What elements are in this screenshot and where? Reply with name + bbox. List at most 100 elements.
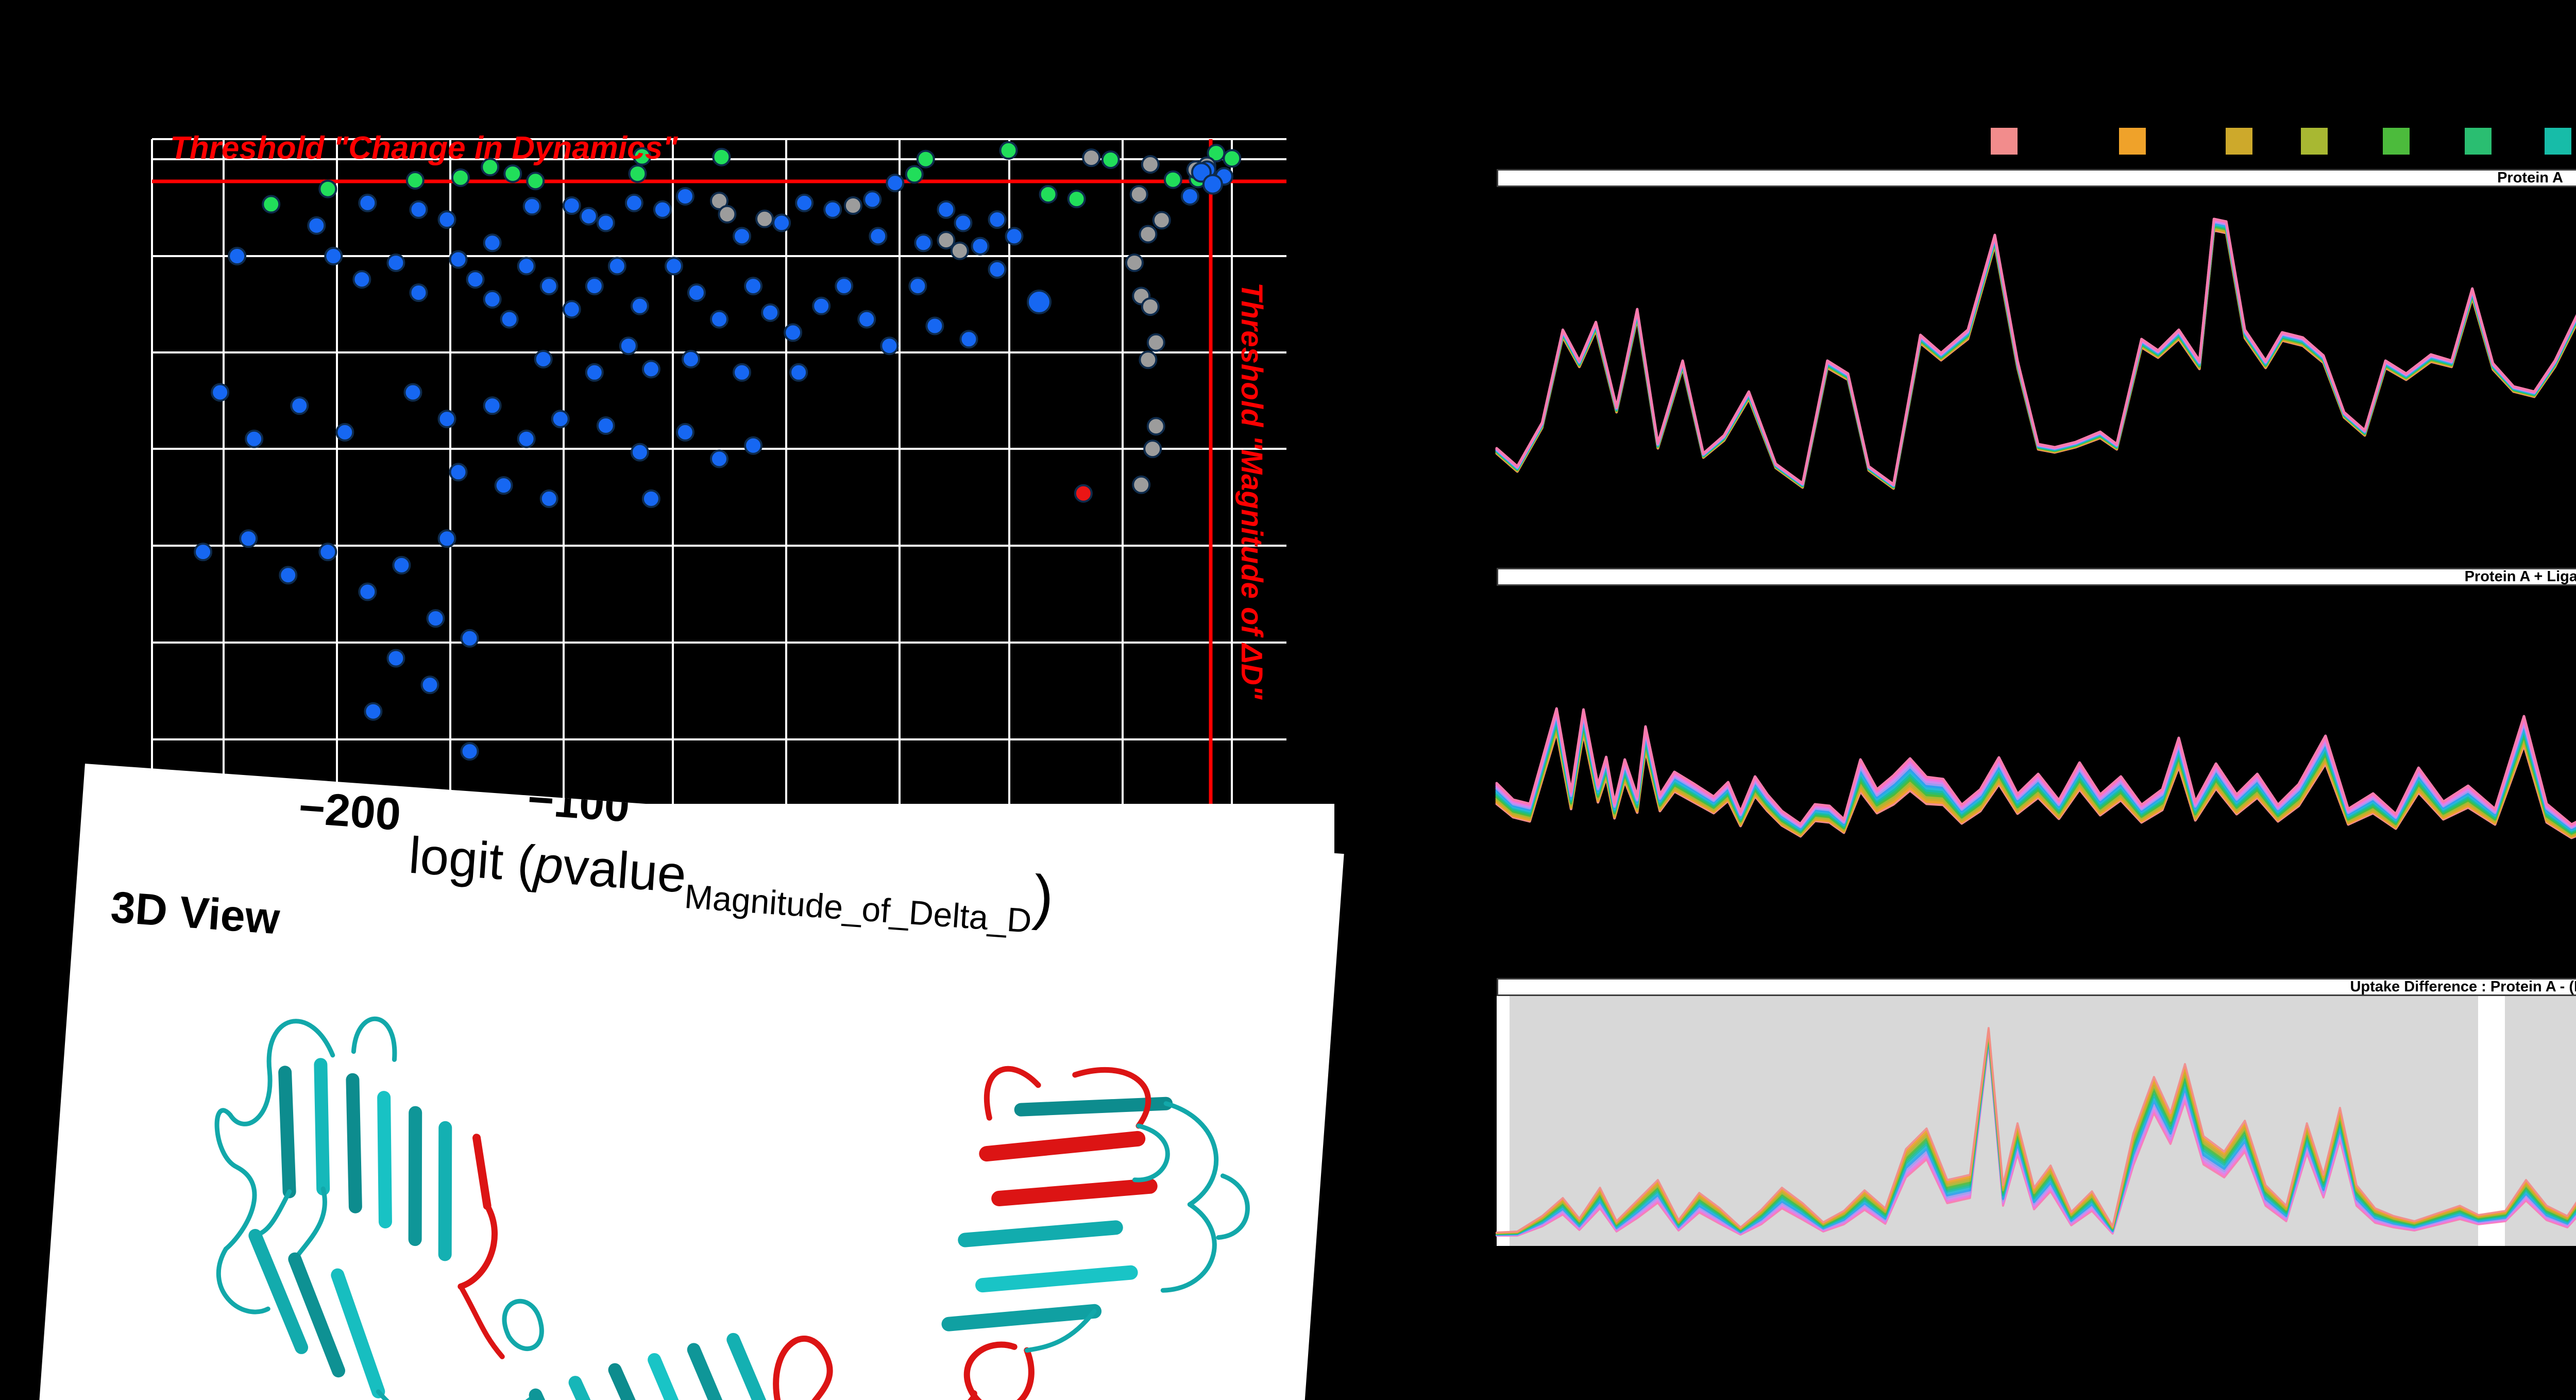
volcano-point[interactable]: [358, 582, 377, 601]
volcano-point[interactable]: [630, 296, 649, 315]
volcano-point[interactable]: [1039, 185, 1058, 204]
volcano-point[interactable]: [1143, 440, 1162, 459]
volcano-point[interactable]: [437, 410, 456, 429]
volcano-point[interactable]: [954, 213, 973, 232]
volcano-point[interactable]: [1139, 225, 1158, 244]
legend-swatch-3[interactable]: [2226, 128, 2252, 155]
volcano-point[interactable]: [908, 277, 927, 296]
volcano-point[interactable]: [483, 396, 502, 415]
volcano-point[interactable]: [494, 476, 513, 495]
volcano-point[interactable]: [585, 363, 604, 382]
legend-swatch-2[interactable]: [2119, 128, 2146, 155]
volcano-point[interactable]: [712, 147, 731, 166]
volcano-point[interactable]: [562, 300, 581, 319]
volcano-point[interactable]: [1026, 290, 1052, 315]
volcano-point[interactable]: [843, 196, 862, 215]
protein-structure[interactable]: [132, 940, 1281, 1400]
volcano-point[interactable]: [675, 187, 694, 206]
volcano-point[interactable]: [999, 141, 1018, 160]
volcano-point[interactable]: [1163, 170, 1182, 189]
volcano-point[interactable]: [988, 260, 1007, 279]
volcano-point[interactable]: [426, 609, 445, 628]
volcano-point[interactable]: [262, 195, 281, 214]
volcano-point[interactable]: [420, 676, 439, 695]
volcano-point[interactable]: [290, 396, 309, 415]
volcano-point[interactable]: [466, 270, 485, 289]
volcano-point[interactable]: [710, 310, 728, 329]
legend-swatch-7[interactable]: [2545, 128, 2571, 155]
volcano-point[interactable]: [619, 336, 638, 356]
volcano-point[interactable]: [681, 349, 700, 368]
volcano-point[interactable]: [539, 277, 558, 296]
volcano-point[interactable]: [596, 416, 615, 435]
volcano-point[interactable]: [925, 316, 944, 335]
volcano-point[interactable]: [641, 489, 660, 508]
volcano-point[interactable]: [1146, 417, 1165, 436]
volcano-point[interactable]: [460, 629, 479, 648]
volcano-point[interactable]: [517, 257, 536, 276]
volcano-point[interactable]: [1152, 211, 1171, 230]
legend-swatch-1[interactable]: [1991, 128, 2018, 155]
volcano-point[interactable]: [675, 423, 694, 442]
volcano-point[interactable]: [318, 543, 337, 562]
volcano-point[interactable]: [710, 191, 728, 210]
volcano-point[interactable]: [1125, 253, 1144, 272]
volcano-point[interactable]: [449, 250, 468, 269]
volcano-point[interactable]: [624, 193, 643, 212]
volcano-point[interactable]: [789, 363, 808, 382]
volcano-point[interactable]: [1129, 185, 1148, 204]
volcano-point[interactable]: [386, 253, 405, 272]
volcano-point[interactable]: [585, 277, 604, 296]
volcano-point[interactable]: [526, 172, 545, 191]
volcano-point[interactable]: [1141, 155, 1160, 174]
volcano-point[interactable]: [1074, 484, 1093, 503]
volcano-point[interactable]: [1082, 148, 1101, 167]
volcano-point[interactable]: [460, 742, 479, 761]
volcano-point[interactable]: [364, 702, 383, 721]
volcano-point[interactable]: [211, 383, 230, 402]
volcano-point[interactable]: [307, 216, 326, 235]
volcano-point[interactable]: [937, 200, 956, 219]
legend-swatch-6[interactable]: [2465, 128, 2492, 155]
volcano-point[interactable]: [959, 330, 978, 349]
volcano-point[interactable]: [239, 529, 258, 548]
volcano-point[interactable]: [534, 349, 553, 368]
volcano-point[interactable]: [392, 555, 411, 575]
volcano-point[interactable]: [1139, 350, 1158, 369]
volcano-point[interactable]: [228, 247, 247, 266]
volcano-point[interactable]: [761, 303, 780, 322]
volcano-point[interactable]: [772, 213, 791, 232]
volcano-point[interactable]: [733, 363, 752, 382]
volcano-point[interactable]: [664, 257, 683, 276]
volcano-point[interactable]: [386, 649, 405, 668]
volcano-point[interactable]: [562, 196, 581, 215]
volcano-point[interactable]: [1146, 333, 1165, 352]
volcano-point[interactable]: [687, 283, 706, 302]
volcano-point[interactable]: [409, 200, 428, 219]
volcano-point[interactable]: [1141, 297, 1160, 316]
volcano-point[interactable]: [451, 168, 470, 187]
volcano-point[interactable]: [522, 197, 541, 216]
volcano-point[interactable]: [551, 410, 570, 429]
volcano-point[interactable]: [405, 171, 425, 190]
volcano-point[interactable]: [607, 257, 626, 276]
volcano-point[interactable]: [812, 296, 831, 315]
volcano-point[interactable]: [1207, 144, 1226, 163]
panel-3d-view[interactable]: −200 −100 logit (pvalueMagnitude_of_Delt…: [27, 764, 1344, 1400]
volcano-point[interactable]: [579, 207, 598, 226]
volcano-point[interactable]: [318, 179, 337, 198]
volcano-point[interactable]: [718, 205, 737, 224]
volcano-point[interactable]: [795, 193, 814, 212]
volcano-point[interactable]: [403, 383, 422, 402]
volcano-point[interactable]: [279, 566, 298, 585]
volcano-point[interactable]: [880, 336, 899, 356]
volcano-point[interactable]: [500, 310, 519, 329]
volcano-point[interactable]: [710, 449, 728, 468]
volcano-point[interactable]: [914, 233, 933, 252]
volcano-point[interactable]: [733, 227, 752, 246]
volcano-point[interactable]: [539, 489, 558, 508]
volcano-point[interactable]: [596, 213, 615, 232]
volcano-point[interactable]: [784, 323, 803, 342]
volcano-point[interactable]: [352, 270, 371, 289]
